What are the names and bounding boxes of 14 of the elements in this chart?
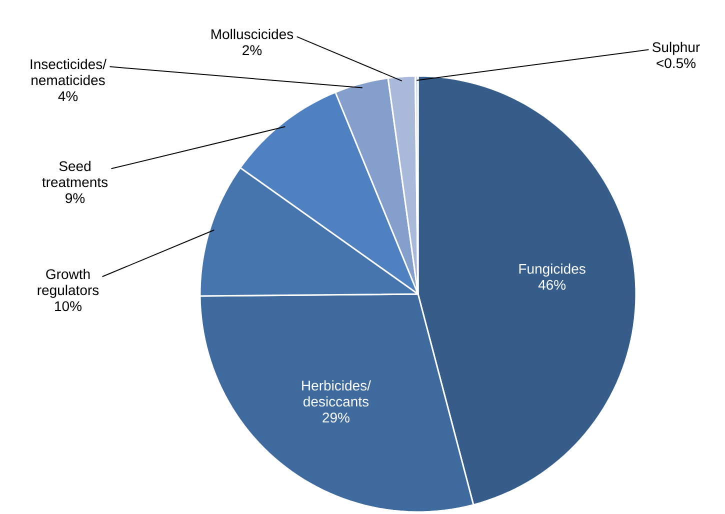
slice-label: Insecticides/ nematicides	[30, 58, 107, 86]
slice-label: Sulphur	[652, 42, 700, 55]
slice-label: Seed treatments	[42, 160, 108, 188]
data-label: 4%	[58, 91, 78, 102]
data-label: 46%	[538, 280, 566, 290]
data-label: 10%	[55, 301, 82, 312]
data-label: 9%	[66, 193, 85, 204]
slice-label: Herbicides/ desiccants	[302, 380, 371, 407]
data-label: 2%	[242, 45, 262, 56]
data-label: <0.5%	[656, 58, 696, 68]
data-label: 29%	[322, 412, 350, 423]
slice-label: Fungicides	[519, 264, 586, 277]
slice-label: Molluscicides	[212, 28, 294, 40]
slice-label: Growth regulators	[38, 268, 99, 298]
